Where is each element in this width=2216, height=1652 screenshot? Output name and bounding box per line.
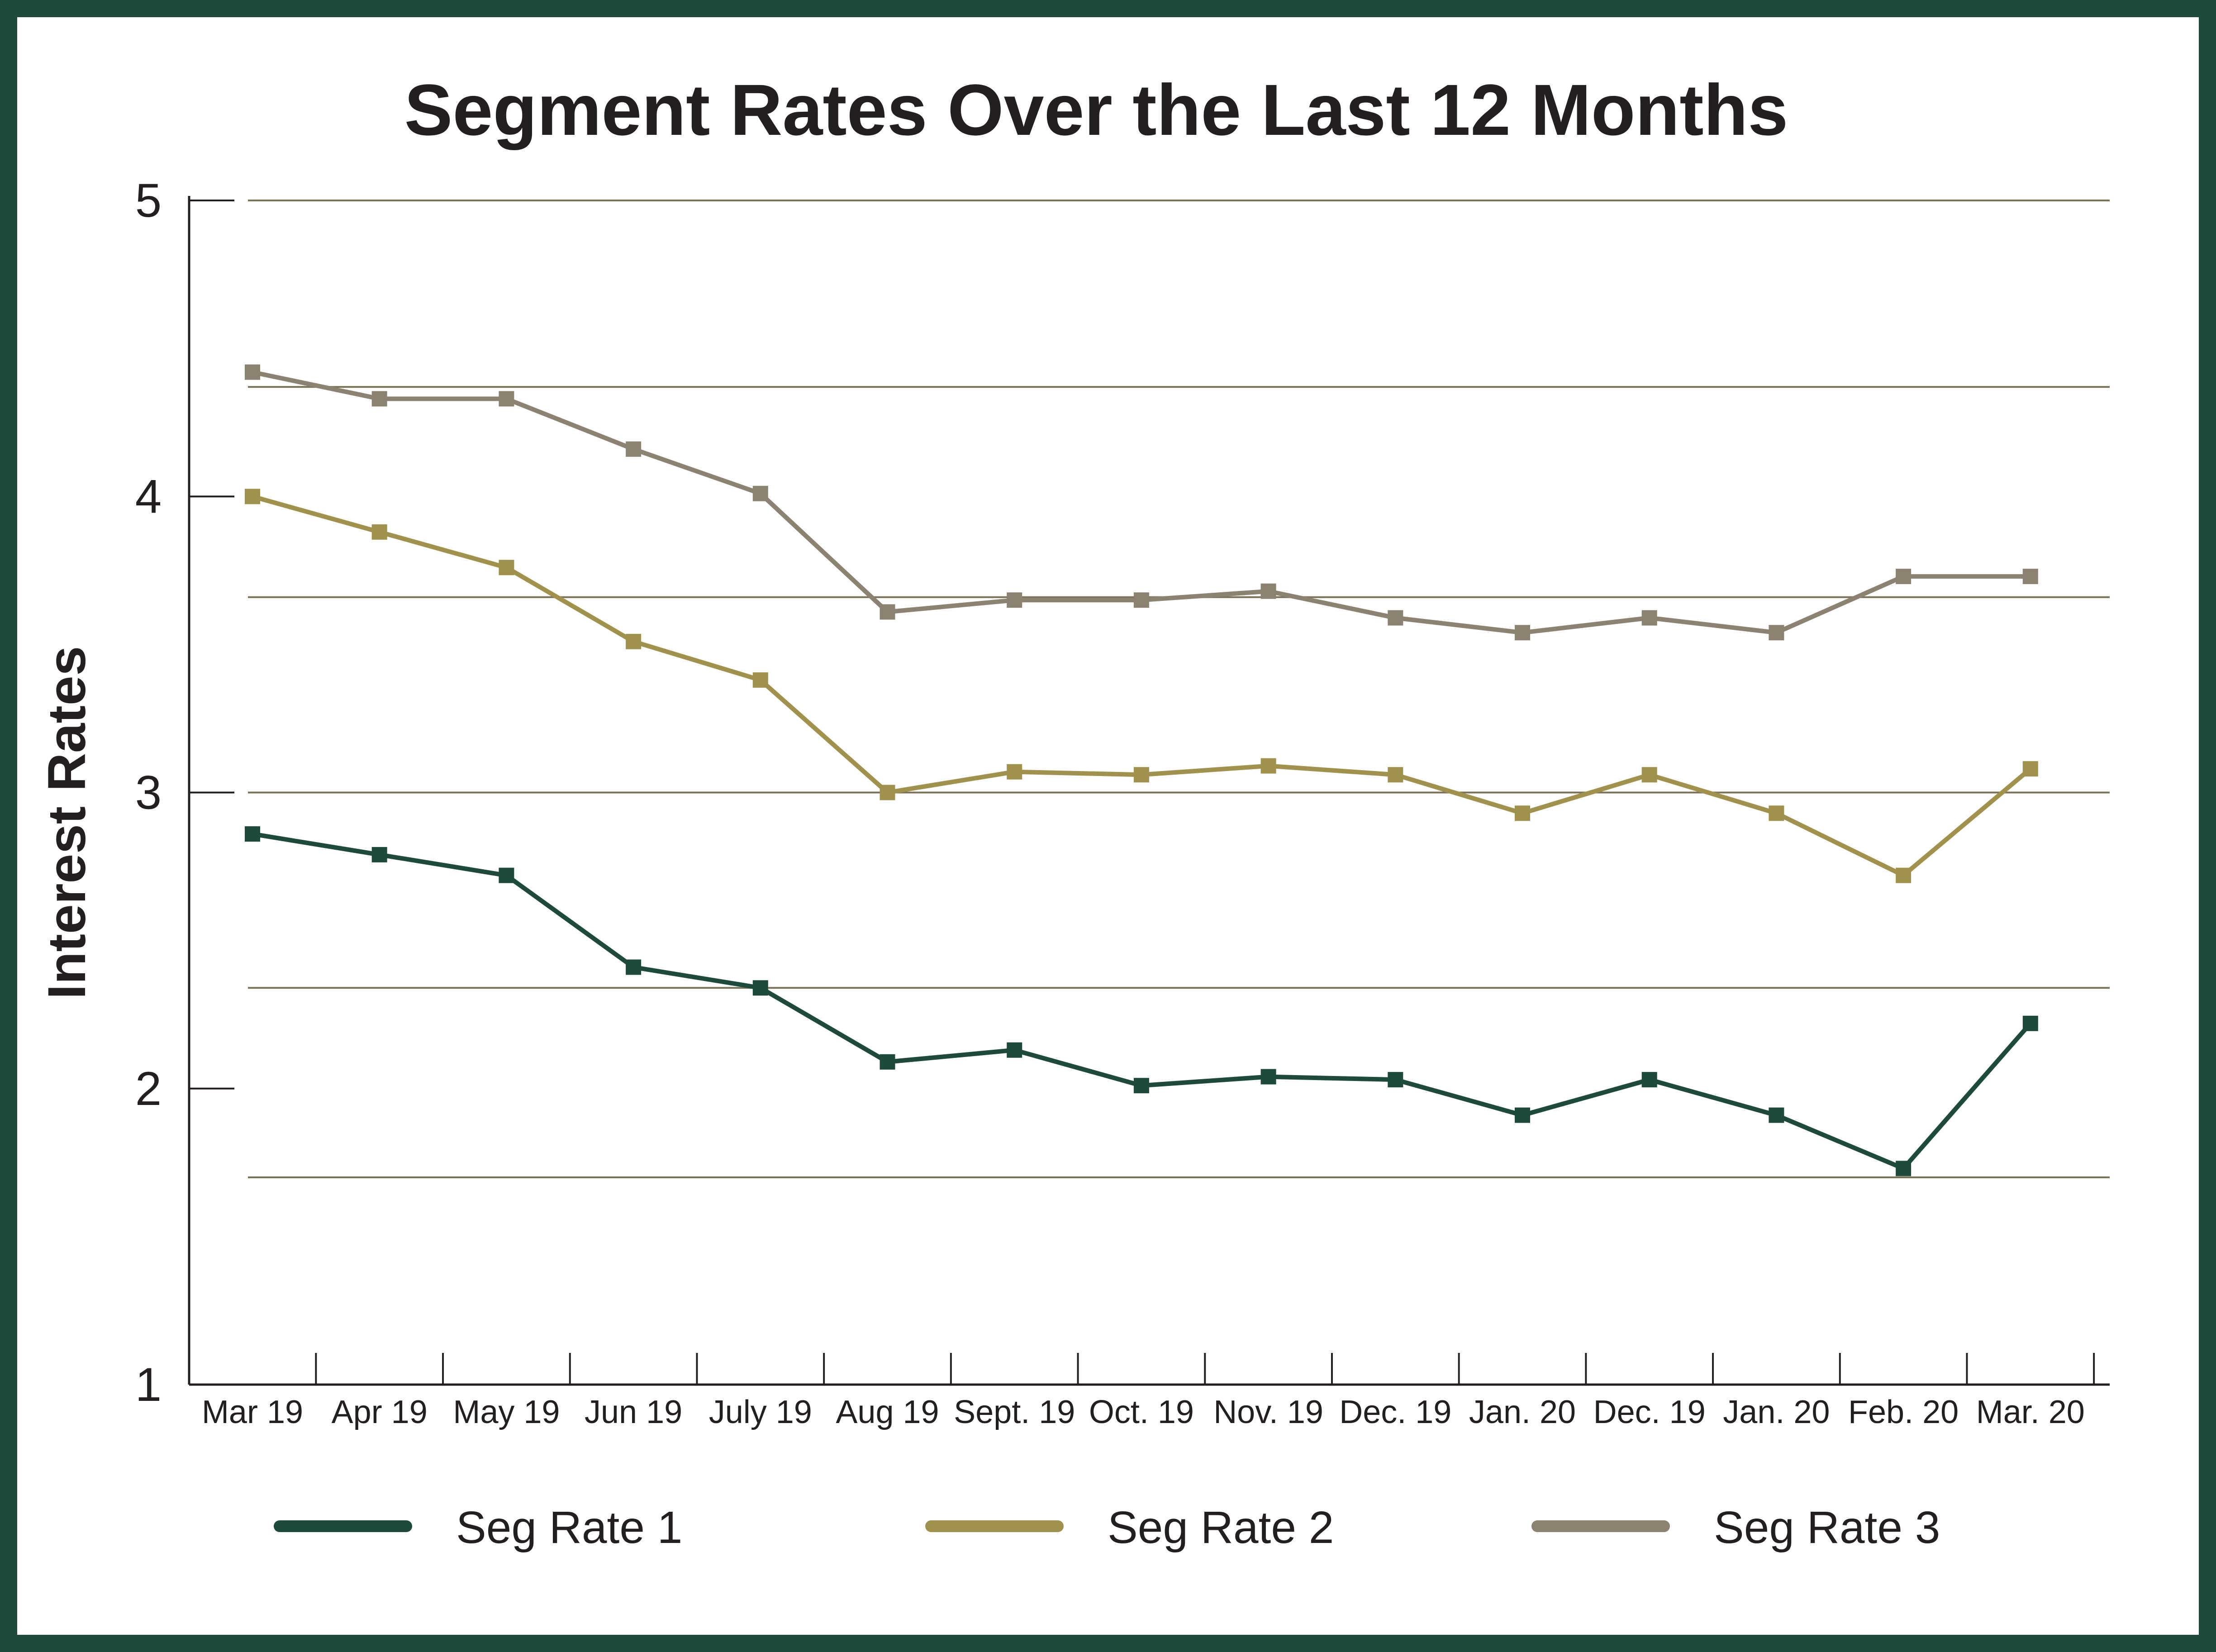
series-line xyxy=(252,832,2032,1171)
data-point xyxy=(1133,767,1149,783)
data-point xyxy=(752,672,768,688)
x-tick-label: Dec. 19 xyxy=(1593,1394,1706,1430)
data-point xyxy=(499,391,514,407)
y-tick-label: 5 xyxy=(135,174,162,227)
data-point xyxy=(499,867,514,883)
y-tick-label: 4 xyxy=(135,470,162,523)
legend-item-3: Seg Rate 3 xyxy=(1531,1502,1940,1553)
data-point xyxy=(1896,568,1912,584)
series-1 xyxy=(245,826,2038,1176)
x-tick-label: Aug 19 xyxy=(836,1394,939,1430)
data-point xyxy=(2022,1015,2038,1031)
data-point xyxy=(1388,1072,1403,1088)
chart-frame: Segment Rates Over the Last 12 Months In… xyxy=(17,17,2199,1635)
x-tick-label: Dec. 19 xyxy=(1339,1394,1451,1430)
x-tick-label: Nov. 19 xyxy=(1213,1394,1323,1430)
data-point xyxy=(752,486,768,501)
data-point xyxy=(371,391,387,407)
y-axis-label: Interest Rates xyxy=(37,646,97,999)
data-point xyxy=(626,633,642,649)
x-tick-label: Mar. 20 xyxy=(1976,1394,2085,1430)
legend-item-2: Seg Rate 2 xyxy=(925,1502,1334,1553)
y-tick-label: 2 xyxy=(135,1062,162,1115)
y-tick-labels: 1 2 3 4 5 xyxy=(135,174,162,1411)
data-point xyxy=(245,489,260,505)
data-point xyxy=(1260,1069,1276,1085)
data-point xyxy=(1641,610,1657,626)
data-point xyxy=(245,364,260,380)
x-tick-label: Jun 19 xyxy=(585,1394,682,1430)
data-point xyxy=(880,604,895,620)
data-point xyxy=(245,826,260,842)
legend-item-1: Seg Rate 1 xyxy=(274,1502,682,1553)
y-tick-label: 3 xyxy=(135,766,162,819)
data-point xyxy=(2022,568,2038,584)
data-point xyxy=(1769,1107,1784,1123)
line-chart: Segment Rates Over the Last 12 Months In… xyxy=(37,69,2110,1553)
data-point xyxy=(1007,1042,1022,1058)
x-tick-label: Apr 19 xyxy=(332,1394,428,1430)
data-point xyxy=(880,785,895,800)
data-point xyxy=(1007,592,1022,608)
x-tick-label: July 19 xyxy=(709,1394,812,1430)
axes xyxy=(188,196,2110,1386)
data-point xyxy=(1515,805,1530,821)
data-point xyxy=(1133,592,1149,608)
x-tick-label: Sept. 19 xyxy=(954,1394,1075,1430)
x-tick-label: Feb. 20 xyxy=(1848,1394,1959,1430)
data-point xyxy=(1388,610,1403,626)
series-3 xyxy=(245,364,2038,641)
data-point xyxy=(1388,767,1403,783)
data-point xyxy=(626,959,642,975)
x-tick-label: Oct. 19 xyxy=(1089,1394,1194,1430)
series-lines xyxy=(245,364,2038,1176)
data-point xyxy=(371,524,387,540)
data-point xyxy=(880,1054,895,1070)
data-point xyxy=(1515,625,1530,641)
data-point xyxy=(1769,625,1784,641)
data-point xyxy=(2022,761,2038,777)
x-tick-label: Mar 19 xyxy=(202,1394,303,1430)
data-point xyxy=(1260,583,1276,599)
x-tick-labels: Mar 19 Apr 19 May 19 Jun 19 July 19 Aug 19 Sep… xyxy=(202,1394,2085,1430)
legend-label: Seg Rate 1 xyxy=(456,1502,682,1553)
series-line xyxy=(252,494,2032,878)
data-point xyxy=(1260,758,1276,774)
x-tick-label: Jan. 20 xyxy=(1723,1394,1830,1430)
legend-label: Seg Rate 2 xyxy=(1108,1502,1334,1553)
data-point xyxy=(752,980,768,996)
legend: Seg Rate 1 Seg Rate 2 Seg Rate 3 xyxy=(274,1502,1940,1553)
legend-label: Seg Rate 3 xyxy=(1714,1502,1940,1553)
series-2 xyxy=(245,489,2038,883)
x-tick-label: May 19 xyxy=(453,1394,560,1430)
data-point xyxy=(1641,1072,1657,1088)
chart-title: Segment Rates Over the Last 12 Months xyxy=(404,69,1788,150)
data-point xyxy=(626,441,642,457)
data-point xyxy=(499,560,514,576)
y-tick-label: 1 xyxy=(135,1358,162,1411)
data-point xyxy=(1641,767,1657,783)
data-point xyxy=(1007,764,1022,780)
data-point xyxy=(371,847,387,862)
data-point xyxy=(1896,867,1912,883)
x-tick-label: Jan. 20 xyxy=(1469,1394,1576,1430)
data-point xyxy=(1896,1161,1912,1176)
data-point xyxy=(1515,1107,1530,1123)
data-point xyxy=(1133,1078,1149,1094)
data-point xyxy=(1769,805,1784,821)
gridlines xyxy=(248,200,2110,1179)
